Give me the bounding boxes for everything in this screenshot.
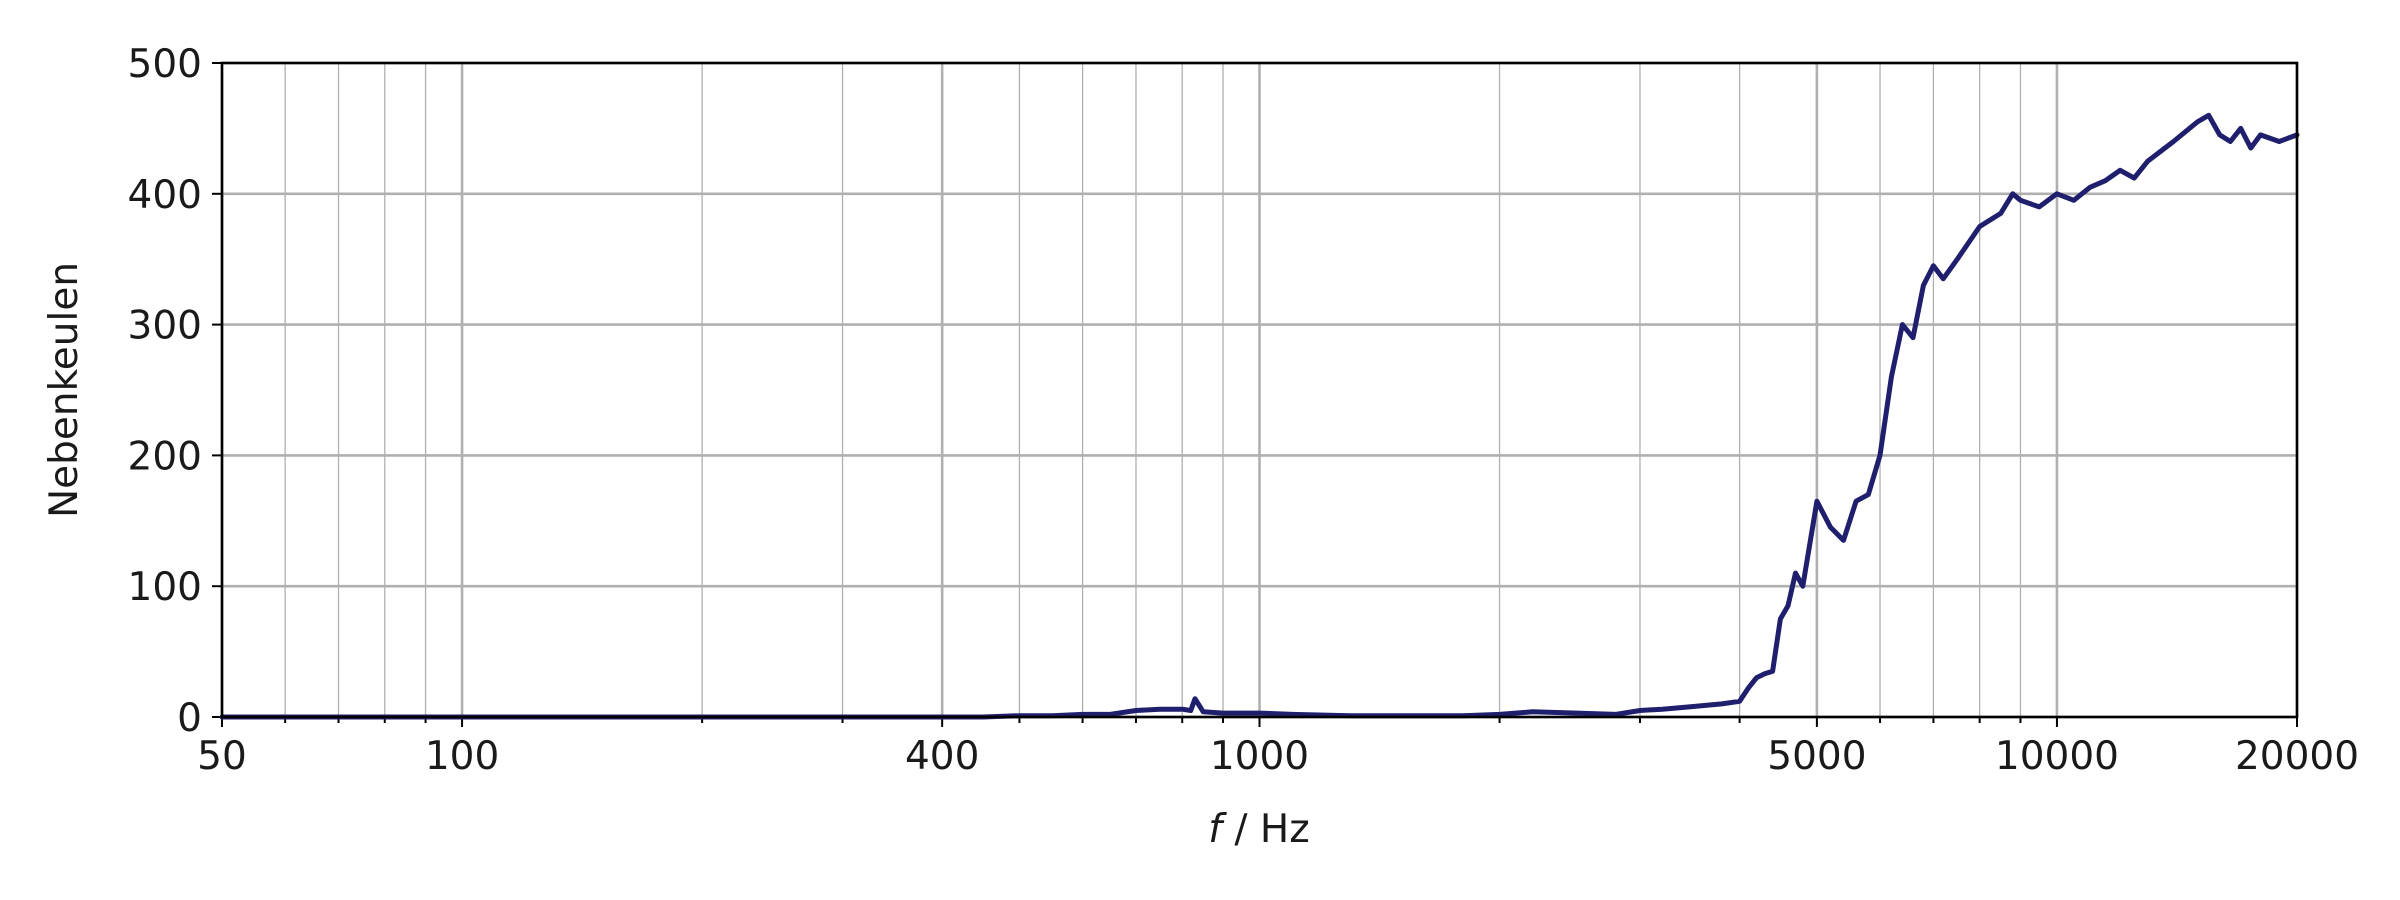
x-tick-label: 400 xyxy=(905,734,979,779)
y-tick-label: 100 xyxy=(128,565,202,610)
y-tick-label: 300 xyxy=(128,304,202,349)
y-tick-label: 0 xyxy=(177,696,202,741)
x-tick-label: 50 xyxy=(197,734,247,779)
x-tick-label: 20000 xyxy=(2235,734,2359,779)
x-tick-label: 10000 xyxy=(1995,734,2119,779)
x-tick-label: 1000 xyxy=(1210,734,1309,779)
y-tick-label: 200 xyxy=(128,434,202,479)
plot-frame xyxy=(220,61,2299,719)
grid-lines xyxy=(220,61,2299,719)
y-axis-ticks: 0 100 200 300 400 500 xyxy=(128,42,222,741)
x-axis-ticks: 50 100 400 1000 5000 10000 20000 xyxy=(197,717,2359,779)
series-line xyxy=(219,112,2300,720)
y-axis-label: Nebenkeulen xyxy=(42,262,87,518)
x-tick-label: 5000 xyxy=(1767,734,1866,779)
x-tick-label: 100 xyxy=(425,734,499,779)
x-axis-label: f / Hz xyxy=(1208,807,1309,852)
x-axis-label-unit: / Hz xyxy=(1222,807,1310,852)
y-tick-label: 500 xyxy=(128,42,202,87)
y-tick-label: 400 xyxy=(128,173,202,218)
